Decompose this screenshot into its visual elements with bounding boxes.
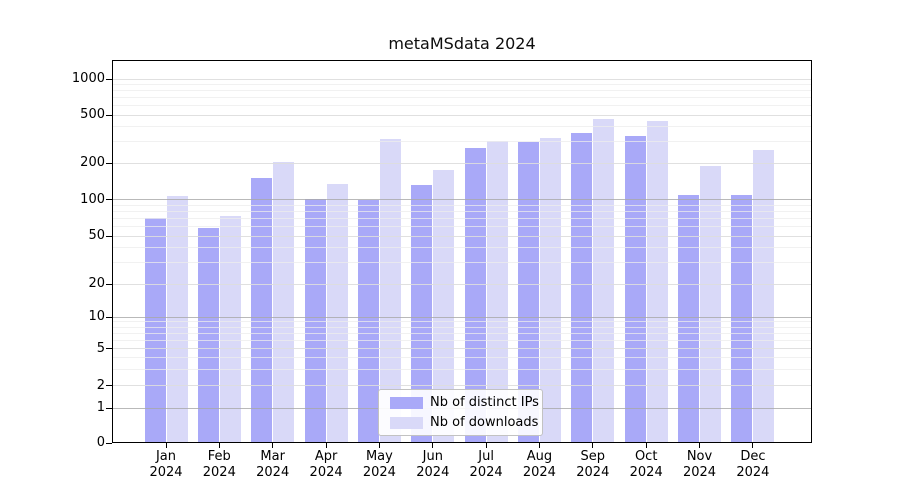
y-tick-label: 200: [80, 155, 105, 170]
y-tick-label: 500: [80, 107, 105, 122]
bar-downloads-8: [593, 118, 615, 443]
bar-downloads-4: [379, 139, 401, 443]
x-tick-label: Mar 2024: [256, 449, 290, 480]
y-tick: [106, 235, 112, 237]
x-tick-label: Dec 2024: [736, 449, 770, 480]
x-tick-label: Jul 2024: [469, 449, 503, 480]
legend-item-ips: Nb of distinct IPs: [390, 394, 539, 411]
axes-layer: 0 1 2 5 10 20 50 100 200 500 1000 Jan 2024 Feb 2024 Mar…: [72, 60, 812, 480]
y-tick: [106, 442, 112, 444]
bar-downloads-9: [646, 120, 668, 443]
bar-downloads-2: [273, 161, 295, 443]
bar-downloads-5: [433, 170, 455, 443]
x-tick: [378, 443, 380, 448]
y-tick-label: 0: [96, 435, 105, 450]
x-tick: [699, 443, 700, 448]
legend-label-downloads: Nb of downloads: [430, 415, 539, 430]
bar-downloads-3: [326, 183, 348, 443]
bar-distinct-ips-4: [357, 199, 379, 443]
x-tick: [645, 443, 647, 448]
x-tick: [485, 443, 487, 448]
y-tick: [106, 199, 112, 200]
x-tick-label: Oct 2024: [629, 449, 663, 480]
bar-distinct-ips-11: [731, 194, 753, 443]
x-tick-label: May 2024: [362, 449, 396, 480]
bar-downloads-0: [166, 195, 188, 443]
legend-item-downloads: Nb of downloads: [390, 414, 538, 431]
y-tick: [106, 114, 112, 116]
bar-distinct-ips-10: [678, 194, 699, 443]
bars-layer: [112, 60, 812, 443]
bar-downloads-6: [486, 140, 508, 443]
bar-distinct-ips-0: [144, 218, 166, 443]
x-tick-label: Feb 2024: [202, 449, 236, 480]
y-tick-label: 5: [96, 340, 105, 356]
y-tick: [106, 316, 112, 318]
bar-distinct-ips-2: [251, 178, 273, 443]
x-tick: [272, 443, 274, 448]
y-tick-label: 100: [80, 191, 105, 207]
y-tick: [106, 407, 112, 409]
bar-downloads-1: [219, 216, 241, 443]
y-tick-label: 1: [96, 400, 105, 415]
y-tick-label: 1000: [71, 71, 105, 86]
x-tick-label: Aug 2024: [522, 449, 556, 480]
bar-distinct-ips-8: [571, 132, 593, 443]
legend: Nb of distinct IPs Nb of downloads: [378, 389, 543, 436]
x-tick: [592, 443, 594, 448]
bar-distinct-ips-9: [624, 135, 646, 443]
chart-title: metaMSdata 2024: [388, 34, 536, 53]
y-tick: [106, 348, 112, 349]
y-tick: [106, 162, 112, 164]
x-tick: [538, 443, 540, 448]
x-tick: [432, 443, 434, 448]
bar-downloads-10: [700, 165, 721, 443]
y-tick: [106, 283, 112, 285]
legend-swatch-downloads: [390, 416, 423, 429]
legend-label-ips: Nb of distinct IPs: [430, 395, 539, 410]
bar-distinct-ips-3: [304, 199, 326, 443]
x-tick-label: Jun 2024: [416, 449, 450, 480]
y-tick: [106, 385, 112, 386]
x-tick-label: Apr 2024: [309, 449, 343, 480]
y-tick-label: 2: [96, 377, 105, 393]
plot-area: 0 1 2 5 10 20 50 100 200 500 1000 Jan 2024 Feb 2024 Mar…: [72, 60, 812, 480]
x-tick-label: Nov 2024: [682, 449, 717, 480]
y-tick-label: 20: [88, 276, 105, 291]
x-tick-label: Sep 2024: [576, 449, 610, 480]
bar-downloads-7: [539, 137, 561, 443]
bar-distinct-ips-1: [197, 228, 219, 443]
x-tick: [218, 443, 220, 448]
bar-distinct-ips-7: [517, 142, 539, 443]
x-tick: [165, 443, 167, 448]
x-tick: [325, 443, 327, 448]
bar-distinct-ips-5: [411, 185, 433, 443]
x-tick-label: Jan 2024: [149, 449, 183, 480]
y-tick-label: 10: [88, 309, 105, 324]
bar-downloads-11: [753, 150, 775, 443]
x-tick: [752, 443, 754, 448]
y-tick: [106, 78, 112, 80]
y-tick-label: 50: [88, 228, 105, 243]
legend-swatch-ips: [390, 396, 423, 409]
